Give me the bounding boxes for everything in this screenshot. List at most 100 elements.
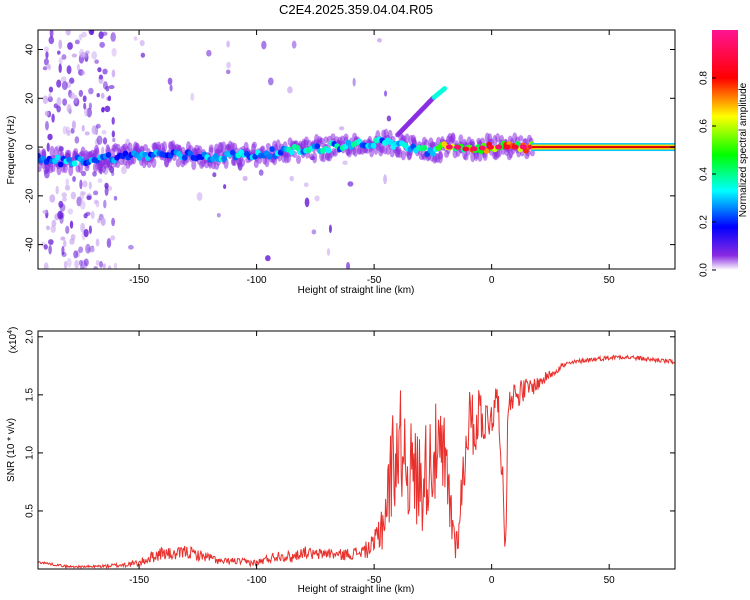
spectrogram-noise-blob	[95, 259, 100, 266]
spectrogram-noise-blob	[44, 110, 50, 117]
spectrogram-noise-blob	[133, 36, 138, 41]
spectrogram-noise-blob	[352, 77, 356, 87]
spectrogram-noise-blob	[58, 39, 63, 50]
spectrogram-noise-blob	[58, 63, 62, 73]
spectrogram-ridge-halo	[495, 133, 501, 143]
snr-x-label: Height of straight line (km)	[298, 584, 415, 595]
x-tick-label: -100	[247, 275, 267, 286]
spectrogram-noise-blob	[225, 69, 231, 75]
spectrogram-noise-blob	[383, 174, 387, 185]
spectrogram-ridge-peak	[486, 144, 494, 150]
spectrogram-noise-blob	[80, 51, 86, 58]
spectrogram-noise-blob	[43, 58, 49, 66]
spectrogram-noise-blob	[63, 260, 68, 269]
spectrogram-noise-blob	[57, 50, 61, 55]
spectrogram-noise-blob	[79, 179, 83, 190]
spectrogram-ridge-halo	[312, 151, 318, 164]
spectrogram-noise-blob	[71, 53, 78, 58]
spectrogram-ridge-peak	[519, 144, 527, 150]
spectrogram-ridge-blob	[105, 152, 112, 159]
spectrogram-noise-blob	[74, 259, 80, 269]
spectrogram-noise-blob	[88, 87, 94, 95]
snr-frame	[37, 330, 676, 570]
spectrogram-y-ticks: -40 -20 0 20 40	[25, 44, 675, 252]
spectrogram-noise-blob	[347, 181, 354, 187]
spectrogram-ridge-peak	[470, 146, 478, 152]
spectrogram-noise-blob	[97, 218, 101, 224]
y-tick-label: 2.0	[25, 329, 36, 343]
spectrogram-noise-blob	[69, 77, 75, 84]
spectrogram-noise-blob	[91, 51, 98, 60]
colorbar-tick-label: 0.8	[699, 71, 710, 85]
spectrogram-noise-blob	[43, 46, 49, 52]
x-tick-label: -50	[367, 575, 382, 586]
spectrogram-noise-blob	[328, 224, 332, 234]
x-tick-label: 0	[489, 575, 495, 586]
spectrogram-ridge-blob	[266, 153, 273, 160]
spectrogram-noise-blob	[206, 49, 212, 57]
svg-text:(x104): (x104)	[7, 327, 19, 354]
snr-y-label: SNR (10 * v/v)	[6, 418, 17, 482]
spectrogram-noise-blob	[69, 220, 74, 229]
spectrogram-noise-blob	[140, 52, 146, 58]
spectrogram-ridge-halo	[400, 150, 406, 161]
spectrogram-noise-blob	[338, 126, 345, 131]
spectrogram-noise-blob	[101, 106, 105, 113]
spectrogram-ridge-peak	[462, 146, 470, 152]
spectrogram-frame	[37, 29, 676, 270]
x-tick-label: 50	[604, 575, 616, 586]
spectrogram-noise-blob	[66, 104, 72, 113]
spectrogram-noise-blob	[56, 97, 62, 106]
spectrogram-noise-blob	[102, 137, 108, 145]
y-tick-label: 40	[25, 44, 36, 56]
spectrogram-noise-blob	[94, 59, 99, 64]
spectrogram-ridge-halo	[321, 152, 327, 163]
spectrogram-noise-blob	[78, 89, 84, 97]
spectrogram-noise-blob	[61, 192, 68, 198]
spectrogram-noise-blob	[265, 255, 271, 262]
spectrogram-noise-blob	[81, 170, 87, 177]
spectrogram-noise-blob	[92, 190, 99, 196]
spectrogram-noise-blob	[291, 40, 297, 49]
spectrogram-noise-blob	[110, 235, 116, 241]
spectrogram-noise-blob	[83, 102, 87, 110]
spectrogram-noise-blob	[169, 84, 173, 92]
spectrogram-noise-blob	[62, 126, 68, 135]
spectrogram-noise-blob	[88, 181, 92, 190]
spectrogram-ridge-halo	[450, 132, 456, 144]
spectrogram-noise-blob	[73, 250, 79, 259]
spectrogram-ridge-halo	[197, 145, 203, 157]
spectrogram-y-label: Frequency (Hz)	[6, 116, 17, 185]
spectrogram-noise-blob	[93, 266, 99, 269]
spectrogram-ridge-halo	[151, 157, 157, 169]
spectrogram-noise-blob	[43, 262, 49, 269]
spectrogram-noise-blob	[111, 217, 116, 227]
spectrogram-ridge-blob	[370, 142, 377, 149]
spectrogram-noise-blob	[50, 224, 56, 233]
spectrogram-ridge-blob	[294, 144, 301, 151]
spectrogram-tone-core	[531, 146, 675, 149]
spectrogram-ridge-blob	[181, 154, 188, 161]
spectrogram-noise-blob	[58, 212, 65, 219]
spectrogram-noise-blob	[106, 238, 112, 248]
spectrogram-noise-blob	[42, 209, 48, 215]
spectrogram-noise-blob	[267, 77, 274, 86]
spectrogram-noise-blob	[45, 64, 51, 69]
spectrogram-noise-blob	[81, 31, 87, 38]
spectrogram-ridge-blob	[430, 150, 436, 157]
spectrogram-noise-blob	[48, 244, 52, 255]
spectrogram-noise-blob	[96, 135, 103, 145]
spectrogram-noise-blob	[121, 165, 127, 175]
spectrogram-noise-blob	[48, 86, 54, 93]
spectrogram-ridge-halo	[458, 134, 464, 145]
spectrogram-noise-blob	[190, 92, 195, 102]
figure-title: C2E4.2025.359.04.04.R05	[279, 2, 433, 17]
spectrogram-noise-blob	[67, 208, 74, 215]
spectrogram-noise-blob	[102, 68, 108, 75]
colorbar-ticks: 0.0 0.2 0.4 0.6 0.8	[699, 71, 716, 277]
spectrogram-noise-blob	[70, 127, 75, 134]
spectrogram-noise-blob	[46, 225, 50, 231]
spectrogram-noise-blob	[72, 176, 76, 183]
y-tick-label: 20	[25, 92, 36, 104]
